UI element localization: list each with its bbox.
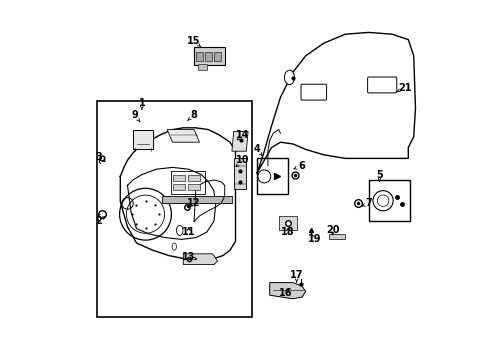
- Text: 14: 14: [236, 130, 249, 140]
- Bar: [368, 180, 409, 221]
- Bar: [257, 158, 287, 194]
- Text: 18: 18: [280, 227, 294, 237]
- Text: 10: 10: [236, 155, 249, 165]
- Bar: [194, 47, 224, 65]
- Polygon shape: [162, 196, 231, 203]
- Text: 8: 8: [190, 110, 197, 120]
- Text: 3: 3: [95, 152, 102, 162]
- Bar: [196, 52, 203, 61]
- Polygon shape: [269, 283, 305, 299]
- Polygon shape: [278, 216, 296, 230]
- Bar: [97, 101, 251, 317]
- Text: 11: 11: [182, 227, 195, 237]
- Text: 16: 16: [279, 288, 292, 298]
- Bar: [188, 175, 200, 181]
- Text: 2: 2: [95, 216, 102, 226]
- Text: 21: 21: [397, 83, 410, 93]
- Ellipse shape: [176, 225, 183, 235]
- Text: 17: 17: [289, 270, 303, 280]
- Bar: [173, 175, 184, 181]
- Bar: [214, 52, 220, 61]
- Polygon shape: [183, 254, 217, 265]
- Polygon shape: [231, 131, 247, 151]
- Polygon shape: [167, 130, 199, 142]
- Text: 19: 19: [307, 234, 321, 244]
- Text: 1: 1: [138, 98, 145, 108]
- Text: 9: 9: [131, 110, 138, 120]
- Text: 6: 6: [298, 161, 305, 171]
- Text: 4: 4: [253, 144, 260, 154]
- FancyBboxPatch shape: [301, 84, 326, 100]
- Bar: [205, 52, 211, 61]
- FancyBboxPatch shape: [367, 77, 396, 93]
- Text: 15: 15: [187, 36, 201, 46]
- Ellipse shape: [172, 243, 176, 250]
- Bar: [173, 184, 184, 190]
- Bar: [197, 64, 206, 70]
- Polygon shape: [233, 158, 246, 189]
- Bar: [188, 184, 200, 190]
- Text: 20: 20: [325, 225, 339, 235]
- Text: 5: 5: [375, 170, 382, 180]
- Polygon shape: [328, 234, 345, 239]
- Bar: [133, 130, 152, 149]
- Text: 12: 12: [187, 198, 201, 208]
- Text: 13: 13: [182, 252, 195, 262]
- Ellipse shape: [284, 70, 294, 85]
- Text: 7: 7: [365, 198, 371, 208]
